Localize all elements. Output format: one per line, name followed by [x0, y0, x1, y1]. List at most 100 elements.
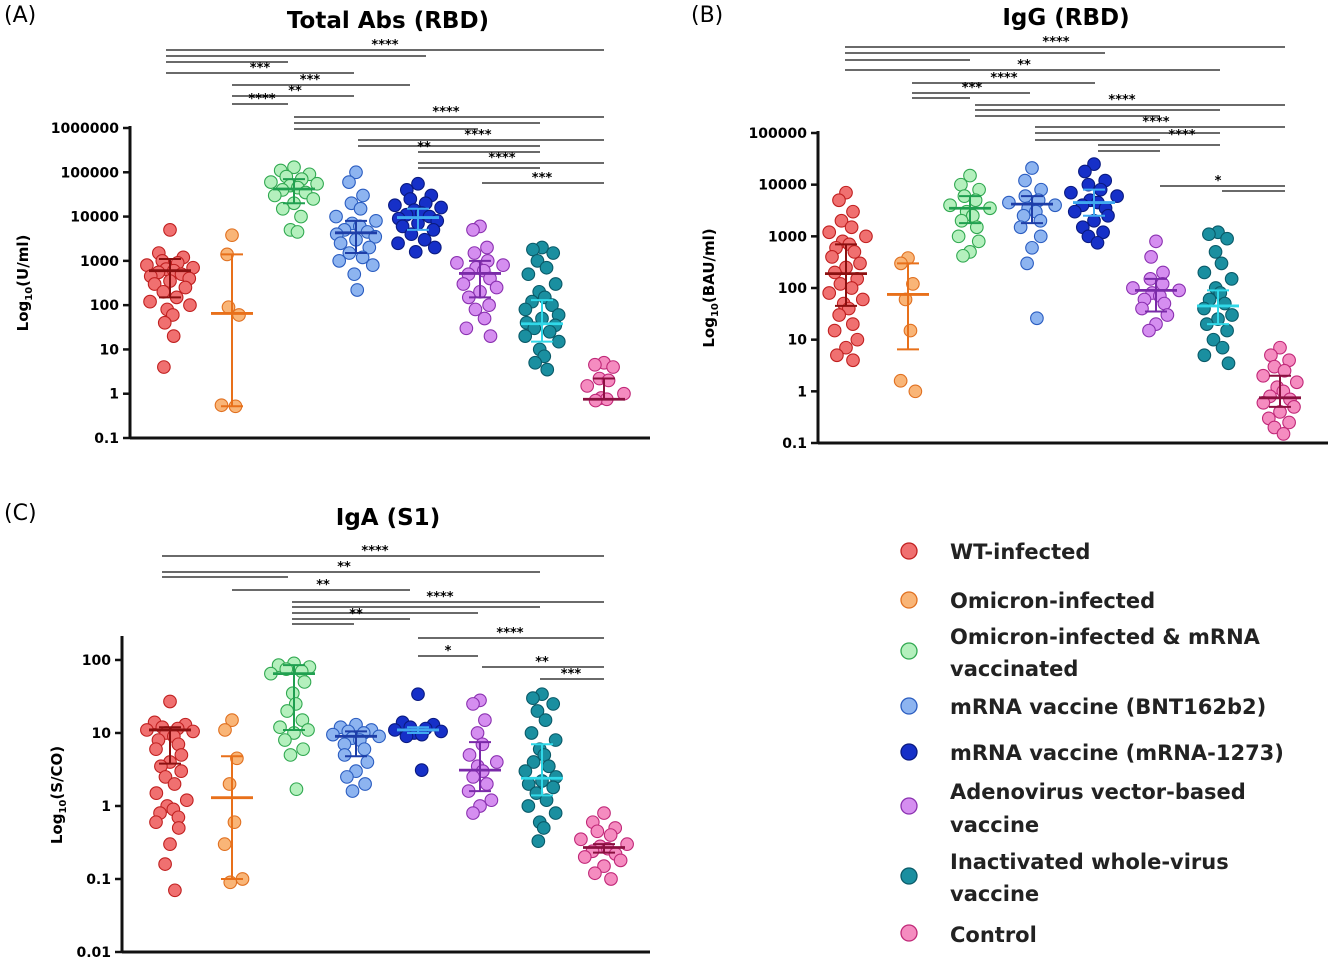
- data-point: [290, 225, 305, 239]
- data-point: [1156, 265, 1170, 280]
- significance-label: **: [349, 607, 363, 622]
- data-point: [218, 723, 232, 737]
- significance-label: *: [445, 644, 452, 659]
- panel-label: (C): [4, 501, 37, 526]
- data-point: [597, 806, 611, 820]
- data-point: [163, 837, 177, 852]
- data-point: [822, 286, 837, 300]
- data-point: [893, 373, 908, 388]
- series-mrna1273: [388, 687, 448, 777]
- significance-label: ***: [532, 171, 553, 186]
- significance-label: ****: [1142, 115, 1169, 130]
- data-point: [326, 727, 340, 742]
- data-point: [1002, 195, 1016, 210]
- data-point: [275, 201, 290, 216]
- chart-panel-2: (B) IgG (RBD)Log10(BAU/ml)0.1110100100010…: [691, 3, 1328, 452]
- data-point: [536, 821, 551, 835]
- data-point: [1208, 245, 1223, 259]
- legend-item-wt: WT-infected: [900, 540, 1090, 564]
- y-axis-label-main: Log: [700, 317, 718, 348]
- data-point: [434, 724, 448, 739]
- data-point: [613, 853, 628, 868]
- data-point: [158, 857, 172, 871]
- data-point: [489, 280, 504, 295]
- data-point: [859, 229, 873, 244]
- data-point: [468, 302, 483, 317]
- data-point: [542, 324, 557, 339]
- data-point: [337, 748, 352, 762]
- data-point: [174, 764, 189, 779]
- data-point: [470, 726, 485, 740]
- data-point: [1157, 296, 1172, 311]
- data-point: [1197, 348, 1212, 363]
- data-point: [834, 213, 849, 228]
- legend-label: vaccine: [950, 813, 1039, 837]
- data-point: [345, 784, 360, 798]
- data-point: [391, 236, 405, 251]
- legend-item-omi: Omicron-infected: [900, 589, 1155, 613]
- data-point: [546, 780, 561, 795]
- y-tick-label: 10000: [70, 210, 119, 226]
- data-point: [427, 240, 442, 255]
- data-point: [287, 160, 301, 175]
- legend-marker-inact: [900, 867, 918, 885]
- data-point: [408, 244, 423, 259]
- data-point: [484, 793, 499, 808]
- significance-label: **: [535, 655, 549, 670]
- data-point: [590, 824, 605, 839]
- y-axis-label-unit: (BAU/ml): [700, 228, 718, 303]
- data-point: [845, 317, 860, 331]
- data-point: [531, 834, 546, 848]
- data-point: [358, 777, 372, 791]
- data-point: [466, 223, 480, 237]
- significance-label: *: [1215, 174, 1222, 189]
- data-point: [1225, 308, 1239, 322]
- series-omivac: [264, 656, 317, 797]
- data-point: [1020, 256, 1034, 271]
- series-ctrl: [580, 355, 631, 408]
- data-point: [1215, 340, 1230, 355]
- data-point: [548, 806, 563, 820]
- data-point: [574, 832, 588, 847]
- data-point: [518, 329, 533, 343]
- significance-label: ***: [250, 61, 271, 76]
- series-ctrl: [574, 806, 634, 886]
- data-point: [580, 379, 595, 393]
- legend-label: Omicron-infected: [950, 589, 1155, 613]
- data-point: [183, 298, 197, 312]
- data-point: [459, 321, 474, 336]
- data-point: [604, 872, 618, 886]
- data-point: [466, 770, 481, 784]
- data-point: [951, 229, 966, 244]
- data-point: [353, 201, 368, 216]
- y-tick-label: 1: [797, 384, 807, 400]
- data-point: [822, 225, 837, 240]
- data-point: [222, 777, 237, 791]
- chart-panel-1: (A) Total Abs (RBD)Log10(U/ml)0.111010010…: [4, 3, 650, 447]
- y-tick-label: 1: [109, 387, 119, 403]
- data-point: [530, 254, 545, 268]
- significance-label: ****: [1042, 35, 1069, 50]
- data-point: [171, 821, 186, 835]
- significance-label: ****: [248, 92, 275, 107]
- data-point: [466, 697, 480, 711]
- data-point: [480, 240, 494, 255]
- legend-label: WT-infected: [950, 540, 1090, 564]
- data-point: [825, 250, 839, 264]
- series-omivac: [943, 168, 997, 263]
- data-point: [903, 323, 918, 338]
- y-tick-label: 100: [778, 281, 807, 297]
- data-point: [551, 334, 566, 349]
- y-tick-label: 10: [788, 333, 808, 349]
- data-point: [1220, 323, 1234, 338]
- significance-label: ****: [488, 151, 515, 166]
- legend-label: vaccine: [950, 882, 1039, 906]
- significance-label: **: [1017, 58, 1031, 73]
- data-point: [548, 277, 563, 291]
- legend-label: Inactivated whole-virus: [950, 850, 1229, 874]
- data-point: [264, 175, 278, 189]
- data-point: [466, 806, 480, 820]
- data-point: [830, 348, 844, 363]
- data-point: [225, 713, 239, 727]
- data-point: [597, 859, 611, 873]
